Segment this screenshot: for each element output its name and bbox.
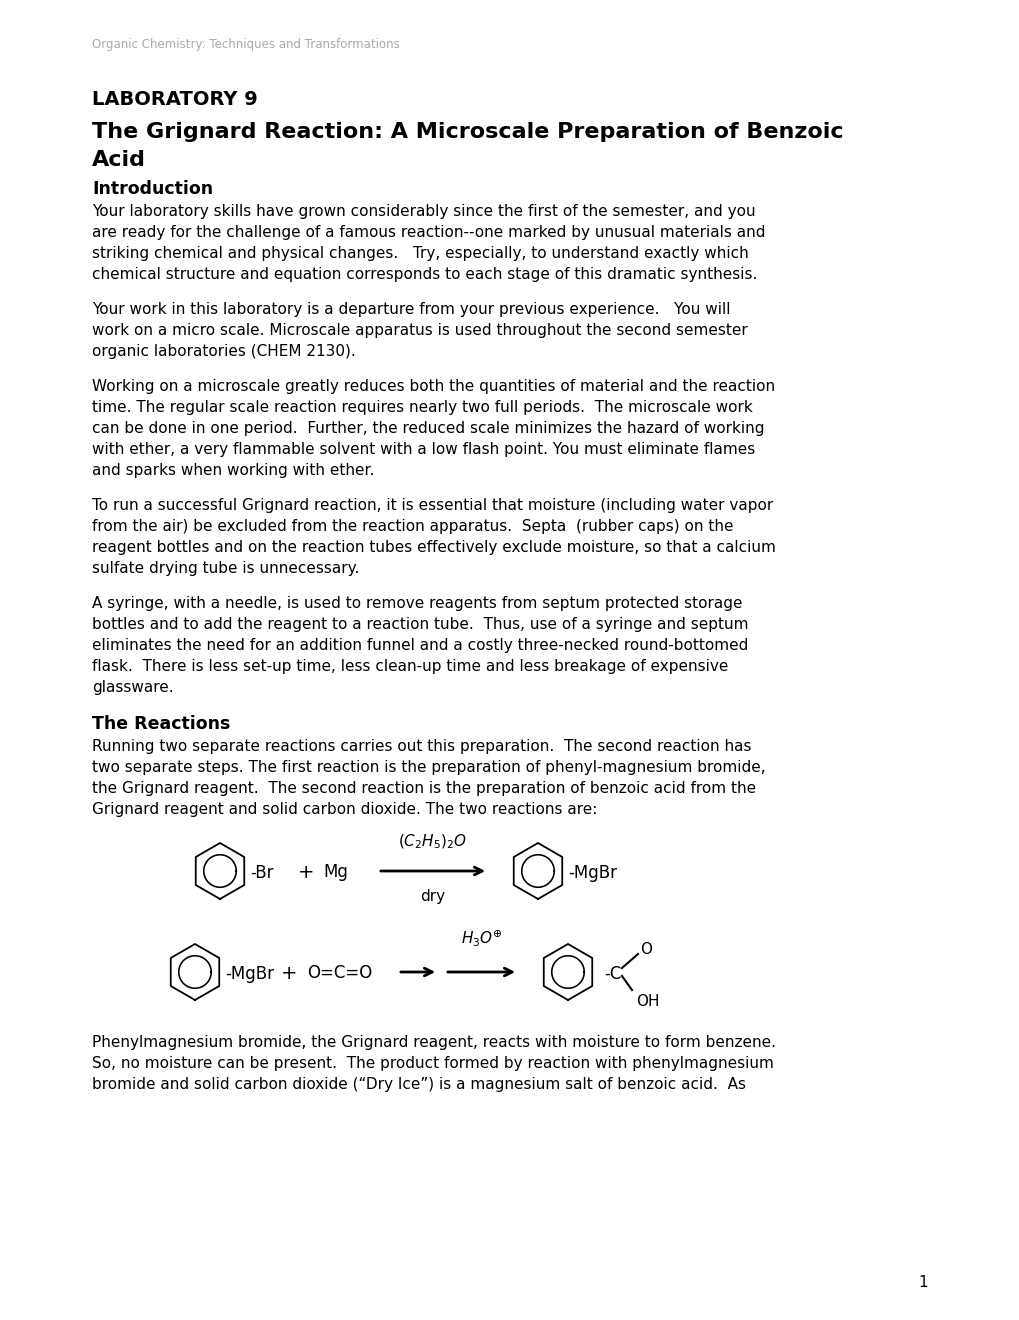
- Text: +: +: [298, 863, 314, 882]
- Text: So, no moisture can be present.  The product formed by reaction with phenylmagne: So, no moisture can be present. The prod…: [92, 1056, 773, 1071]
- Text: The Reactions: The Reactions: [92, 715, 230, 733]
- Text: To run a successful Grignard reaction, it is essential that moisture (including : To run a successful Grignard reaction, i…: [92, 498, 772, 513]
- Text: Working on a microscale greatly reduces both the quantities of material and the : Working on a microscale greatly reduces …: [92, 379, 774, 393]
- Text: flask.  There is less set-up time, less clean-up time and less breakage of expen: flask. There is less set-up time, less c…: [92, 659, 728, 675]
- Text: -C: -C: [603, 965, 621, 983]
- Text: O=C=O: O=C=O: [307, 964, 372, 982]
- Text: from the air) be excluded from the reaction apparatus.  Septa  (rubber caps) on : from the air) be excluded from the react…: [92, 519, 733, 535]
- Text: glassware.: glassware.: [92, 680, 173, 696]
- Text: sulfate drying tube is unnecessary.: sulfate drying tube is unnecessary.: [92, 561, 359, 576]
- Text: -Br: -Br: [250, 865, 273, 882]
- Text: OH: OH: [636, 994, 659, 1008]
- Text: A syringe, with a needle, is used to remove reagents from septum protected stora: A syringe, with a needle, is used to rem…: [92, 597, 742, 611]
- Text: Your work in this laboratory is a departure from your previous experience.   You: Your work in this laboratory is a depart…: [92, 302, 730, 317]
- Text: $H_3O^{\oplus}$: $H_3O^{\oplus}$: [461, 928, 502, 948]
- Text: Phenylmagnesium bromide, the Grignard reagent, reacts with moisture to form benz: Phenylmagnesium bromide, the Grignard re…: [92, 1035, 775, 1049]
- Text: Mg: Mg: [323, 863, 347, 880]
- Text: -MgBr: -MgBr: [225, 965, 274, 983]
- Text: O: O: [639, 942, 651, 957]
- Text: Your laboratory skills have grown considerably since the first of the semester, : Your laboratory skills have grown consid…: [92, 205, 755, 219]
- Text: +: +: [280, 964, 298, 983]
- Text: can be done in one period.  Further, the reduced scale minimizes the hazard of w: can be done in one period. Further, the …: [92, 421, 764, 436]
- Text: Organic Chemistry: Techniques and Transformations: Organic Chemistry: Techniques and Transf…: [92, 38, 399, 51]
- Text: work on a micro scale. Microscale apparatus is used throughout the second semest: work on a micro scale. Microscale appara…: [92, 323, 747, 338]
- Text: 1: 1: [917, 1275, 927, 1290]
- Text: two separate steps. The first reaction is the preparation of phenyl-magnesium br: two separate steps. The first reaction i…: [92, 760, 765, 775]
- Text: Introduction: Introduction: [92, 180, 213, 198]
- Text: Running two separate reactions carries out this preparation.  The second reactio: Running two separate reactions carries o…: [92, 739, 751, 754]
- Text: $(C_2H_5)_2O$: $(C_2H_5)_2O$: [398, 833, 467, 851]
- Text: Grignard reagent and solid carbon dioxide. The two reactions are:: Grignard reagent and solid carbon dioxid…: [92, 803, 597, 817]
- Text: time. The regular scale reaction requires nearly two full periods.  The microsca: time. The regular scale reaction require…: [92, 400, 752, 414]
- Text: organic laboratories (CHEM 2130).: organic laboratories (CHEM 2130).: [92, 345, 356, 359]
- Text: are ready for the challenge of a famous reaction--one marked by unusual material: are ready for the challenge of a famous …: [92, 224, 764, 240]
- Text: striking chemical and physical changes.   Try, especially, to understand exactly: striking chemical and physical changes. …: [92, 246, 748, 261]
- Text: chemical structure and equation corresponds to each stage of this dramatic synth: chemical structure and equation correspo…: [92, 267, 757, 282]
- Text: bottles and to add the reagent to a reaction tube.  Thus, use of a syringe and s: bottles and to add the reagent to a reac…: [92, 616, 748, 632]
- Text: and sparks when working with ether.: and sparks when working with ether.: [92, 463, 374, 478]
- Text: dry: dry: [420, 888, 445, 904]
- Text: The Grignard Reaction: A Microscale Preparation of Benzoic: The Grignard Reaction: A Microscale Prep…: [92, 121, 843, 143]
- Text: with ether, a very flammable solvent with a low flash point. You must eliminate : with ether, a very flammable solvent wit…: [92, 442, 754, 457]
- Text: the Grignard reagent.  The second reaction is the preparation of benzoic acid fr: the Grignard reagent. The second reactio…: [92, 781, 755, 796]
- Text: eliminates the need for an addition funnel and a costly three-necked round-botto: eliminates the need for an addition funn…: [92, 638, 748, 653]
- Text: Acid: Acid: [92, 150, 146, 170]
- Text: -MgBr: -MgBr: [568, 865, 616, 882]
- Text: LABORATORY 9: LABORATORY 9: [92, 90, 258, 110]
- Text: bromide and solid carbon dioxide (“Dry Ice”) is a magnesium salt of benzoic acid: bromide and solid carbon dioxide (“Dry I…: [92, 1077, 745, 1092]
- Text: reagent bottles and on the reaction tubes effectively exclude moisture, so that : reagent bottles and on the reaction tube…: [92, 540, 775, 554]
